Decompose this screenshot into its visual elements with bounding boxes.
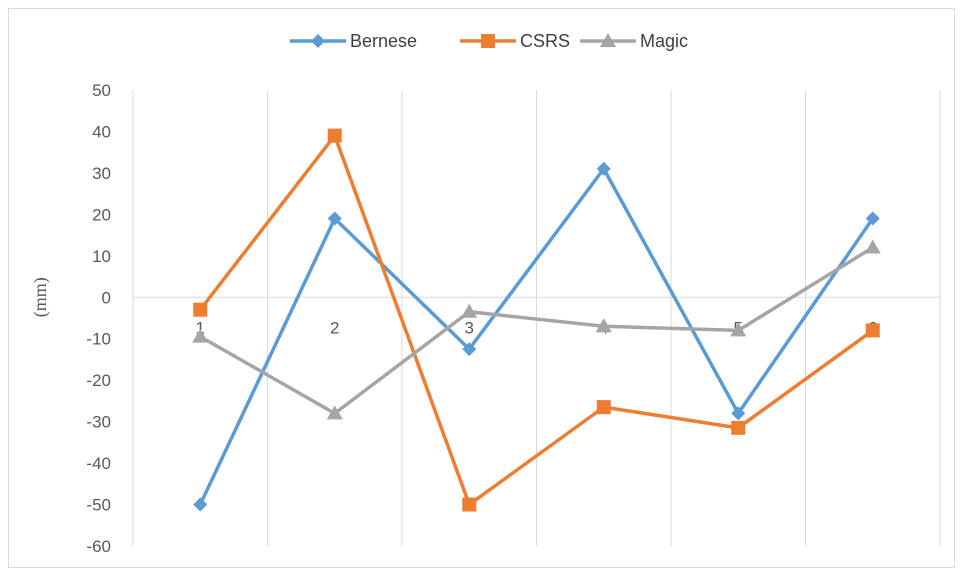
series-line-bernese bbox=[198, 167, 875, 506]
legend-marker-csrs bbox=[481, 34, 495, 48]
data-point-magic bbox=[595, 318, 612, 333]
legend-marker-magic bbox=[600, 33, 616, 47]
chart-frame bbox=[8, 8, 955, 568]
series-magic bbox=[192, 239, 881, 420]
y-tick-label: 0 bbox=[102, 288, 111, 307]
y-tick-label: -30 bbox=[86, 413, 111, 432]
data-point-magic bbox=[730, 322, 747, 337]
y-axis-ticks: 50 40 30 20 10 0 -10 -20 -30 -40 -50 -60 bbox=[86, 81, 111, 556]
legend-label: Magic bbox=[640, 31, 688, 51]
series-csrs bbox=[193, 128, 880, 512]
legend-item-magic: Magic bbox=[580, 31, 688, 51]
x-category-label: 3 bbox=[465, 318, 474, 337]
series-lines bbox=[192, 128, 881, 512]
legend-label: CSRS bbox=[520, 31, 570, 51]
data-point-magic bbox=[326, 405, 343, 420]
x-category-label: 2 bbox=[330, 318, 339, 337]
data-point-bernese bbox=[193, 497, 208, 512]
data-point-magic bbox=[192, 328, 209, 343]
y-tick-label: -20 bbox=[86, 371, 111, 390]
data-point-csrs bbox=[596, 400, 611, 415]
data-point-bernese bbox=[731, 406, 746, 421]
legend-label: Bernese bbox=[350, 31, 417, 51]
legend-item-bernese: Bernese bbox=[290, 31, 417, 51]
series-bernese bbox=[193, 161, 880, 512]
legend: Bernese CSRS Magic bbox=[290, 31, 688, 51]
y-tick-label: 30 bbox=[92, 164, 111, 183]
y-tick-label: 50 bbox=[92, 81, 111, 100]
data-point-magic bbox=[864, 239, 881, 254]
data-point-magic bbox=[461, 303, 478, 318]
y-tick-label: 10 bbox=[92, 247, 111, 266]
x-category-label: 1 bbox=[196, 318, 205, 337]
data-point-csrs bbox=[731, 420, 746, 435]
data-point-csrs bbox=[865, 323, 880, 338]
legend-marker-bernese bbox=[311, 34, 325, 48]
y-tick-label: 40 bbox=[92, 122, 111, 141]
data-point-bernese bbox=[462, 342, 477, 357]
y-axis-label: (mm) bbox=[30, 277, 51, 317]
data-point-csrs bbox=[327, 128, 342, 143]
data-point-bernese bbox=[327, 211, 342, 226]
data-point-csrs bbox=[193, 302, 208, 317]
y-tick-label: -50 bbox=[86, 496, 111, 515]
series-line-magic bbox=[199, 246, 874, 416]
y-tick-label: 20 bbox=[92, 205, 111, 224]
data-point-csrs bbox=[462, 497, 477, 512]
legend-item-csrs: CSRS bbox=[460, 31, 570, 51]
y-tick-label: -10 bbox=[86, 330, 111, 349]
series-line-csrs bbox=[198, 133, 874, 507]
y-tick-label: -40 bbox=[86, 454, 111, 473]
data-point-bernese bbox=[596, 161, 611, 176]
y-tick-label: -60 bbox=[86, 537, 111, 556]
data-point-bernese bbox=[865, 211, 880, 226]
